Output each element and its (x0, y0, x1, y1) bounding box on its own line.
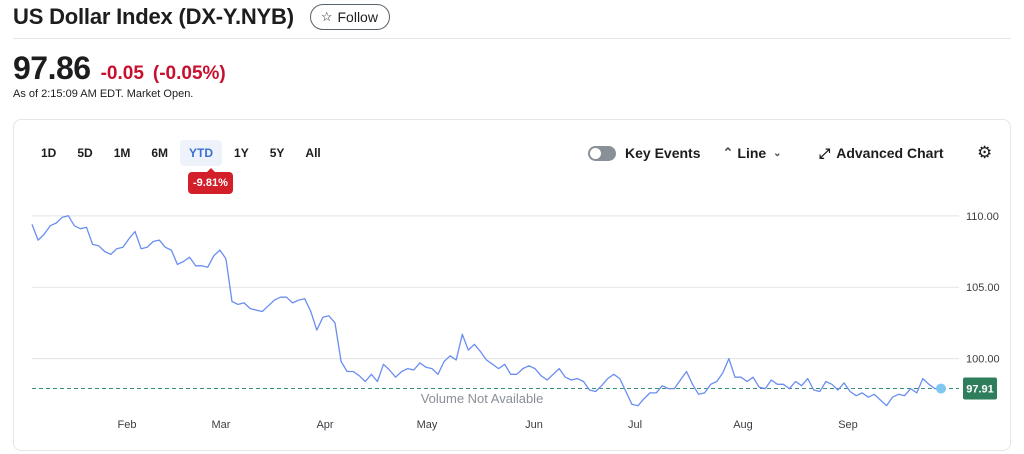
y-tick-label: 105.00 (966, 282, 1000, 294)
y-tick-label: 100.00 (966, 354, 1000, 366)
title-row: US Dollar Index (DX-Y.NYB) ☆ Follow (13, 4, 390, 30)
advanced-chart-button[interactable]: ⤢ Advanced Chart (819, 142, 944, 164)
x-tick-label: Apr (316, 419, 333, 431)
page-title: US Dollar Index (DX-Y.NYB) (13, 4, 294, 29)
current-price: 97.86 (13, 50, 91, 86)
range-tab-5d[interactable]: 5D (77, 146, 93, 160)
chart-type-dropdown[interactable]: ⌃ Line ⌄ (722, 145, 781, 161)
last-price-label: 97.91 (966, 383, 994, 395)
range-tab-1d[interactable]: 1D (41, 146, 57, 160)
x-tick-label: Mar (212, 419, 231, 431)
x-tick-label: May (417, 419, 438, 431)
price-change-percent: (-0.05%) (152, 63, 226, 84)
chevron-down-icon: ⌄ (773, 147, 782, 159)
header-divider (13, 38, 1011, 39)
chart-card: 110.00 105.00 100.00 Feb Mar Apr May Jun Jul Aug S… (13, 119, 1011, 451)
market-status: As of 2:15:09 AM EDT. Market Open. (13, 88, 194, 100)
volume-label: Volume Not Available (421, 391, 544, 406)
y-tick-label: 110.00 (966, 211, 999, 223)
chart-tools: Key Events ⌃ Line ⌄ (588, 142, 782, 164)
x-tick-label: Sep (838, 419, 858, 431)
last-point-marker (936, 383, 946, 394)
line-chart-icon: ⌃ (722, 145, 734, 160)
range-tab-ytd[interactable]: YTD (180, 140, 223, 166)
price-line (31, 215, 941, 407)
price-change: -0.05 (100, 63, 144, 84)
follow-button[interactable]: ☆ Follow (309, 4, 390, 30)
key-events-label: Key Events (625, 145, 701, 161)
star-outline-icon: ☆ (320, 9, 333, 24)
x-tick-label: Feb (118, 419, 137, 431)
toggle-knob (590, 147, 601, 159)
range-tabs: 1D 5D 1M 6M YTD 1Y 5Y All (32, 140, 333, 166)
key-events-toggle[interactable] (588, 145, 616, 161)
ytd-change-badge: -9.81% (188, 168, 233, 194)
price-row: 97.86 -0.05 (-0.05%) (13, 50, 226, 87)
gear-icon[interactable]: ⚙ (977, 143, 993, 162)
range-tab-1y[interactable]: 1Y (234, 146, 249, 160)
range-tab-all[interactable]: All (305, 146, 321, 160)
follow-label: Follow (337, 9, 378, 25)
expand-arrows-icon: ⤢ (819, 144, 831, 161)
range-tab-6m[interactable]: 6M (151, 146, 169, 160)
chart-type-label: Line (737, 145, 767, 161)
x-tick-label: Aug (733, 419, 753, 431)
price-chart[interactable]: 110.00 105.00 100.00 Feb Mar Apr May Jun Jul Aug S… (14, 120, 1012, 452)
last-price-badge (963, 377, 997, 400)
advanced-chart-label: Advanced Chart (836, 145, 944, 161)
x-tick-label: Jun (525, 419, 543, 431)
range-tab-1m[interactable]: 1M (113, 146, 131, 160)
x-tick-label: Jul (628, 419, 642, 431)
range-tab-5y[interactable]: 5Y (269, 146, 285, 160)
